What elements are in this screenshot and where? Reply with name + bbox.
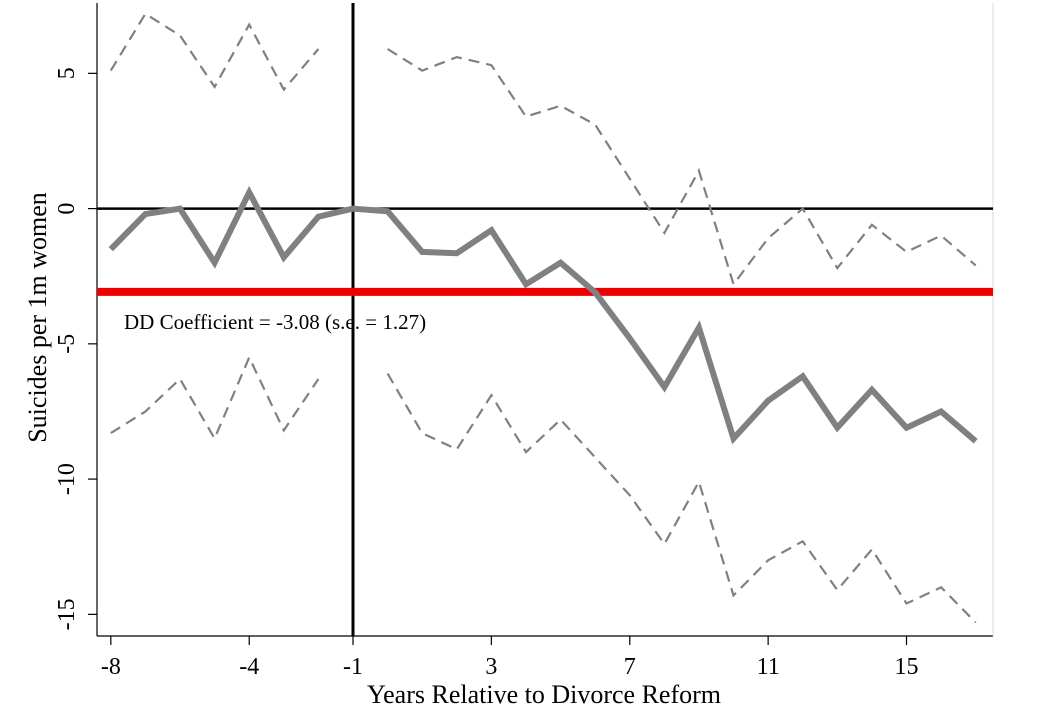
ci-lower-line-3 — [110, 354, 320, 441]
y-tick-label: -10 — [54, 463, 80, 495]
y-axis: 5 0 -5 -10 -15 — [54, 67, 97, 630]
x-tick-label: -1 — [343, 654, 363, 680]
x-tick-label: 7 — [624, 654, 636, 680]
x-axis-title: Years Relative to Divorce Reform — [367, 680, 721, 709]
x-tick-label: 15 — [895, 654, 919, 680]
estimate-line — [108, 185, 978, 445]
y-tick-label: 0 — [54, 203, 80, 215]
dd-coefficient-annotation: DD Coefficient = -3.08 (s.e. = 1.27) — [124, 310, 426, 334]
ci-lower-line-4 — [386, 373, 977, 624]
ci-upper-line-2 — [387, 48, 977, 287]
x-tick-label: 11 — [757, 654, 780, 680]
estimate-series — [108, 185, 978, 445]
reference-lines — [97, 3, 993, 636]
x-axis: -8 -4 -1 3 7 11 15 — [101, 636, 919, 680]
ci-upper-line-1 — [109, 12, 320, 92]
y-tick-label: 5 — [54, 67, 80, 79]
confidence-bands — [109, 12, 977, 624]
x-tick-label: 3 — [485, 654, 497, 680]
y-tick-label: -15 — [54, 598, 80, 630]
y-axis-title: Suicides per 1m women — [23, 192, 52, 443]
x-tick-label: -8 — [101, 654, 121, 680]
plot-frame — [96, 3, 994, 637]
x-tick-label: -4 — [239, 654, 259, 680]
y-tick-label: -5 — [54, 334, 80, 354]
